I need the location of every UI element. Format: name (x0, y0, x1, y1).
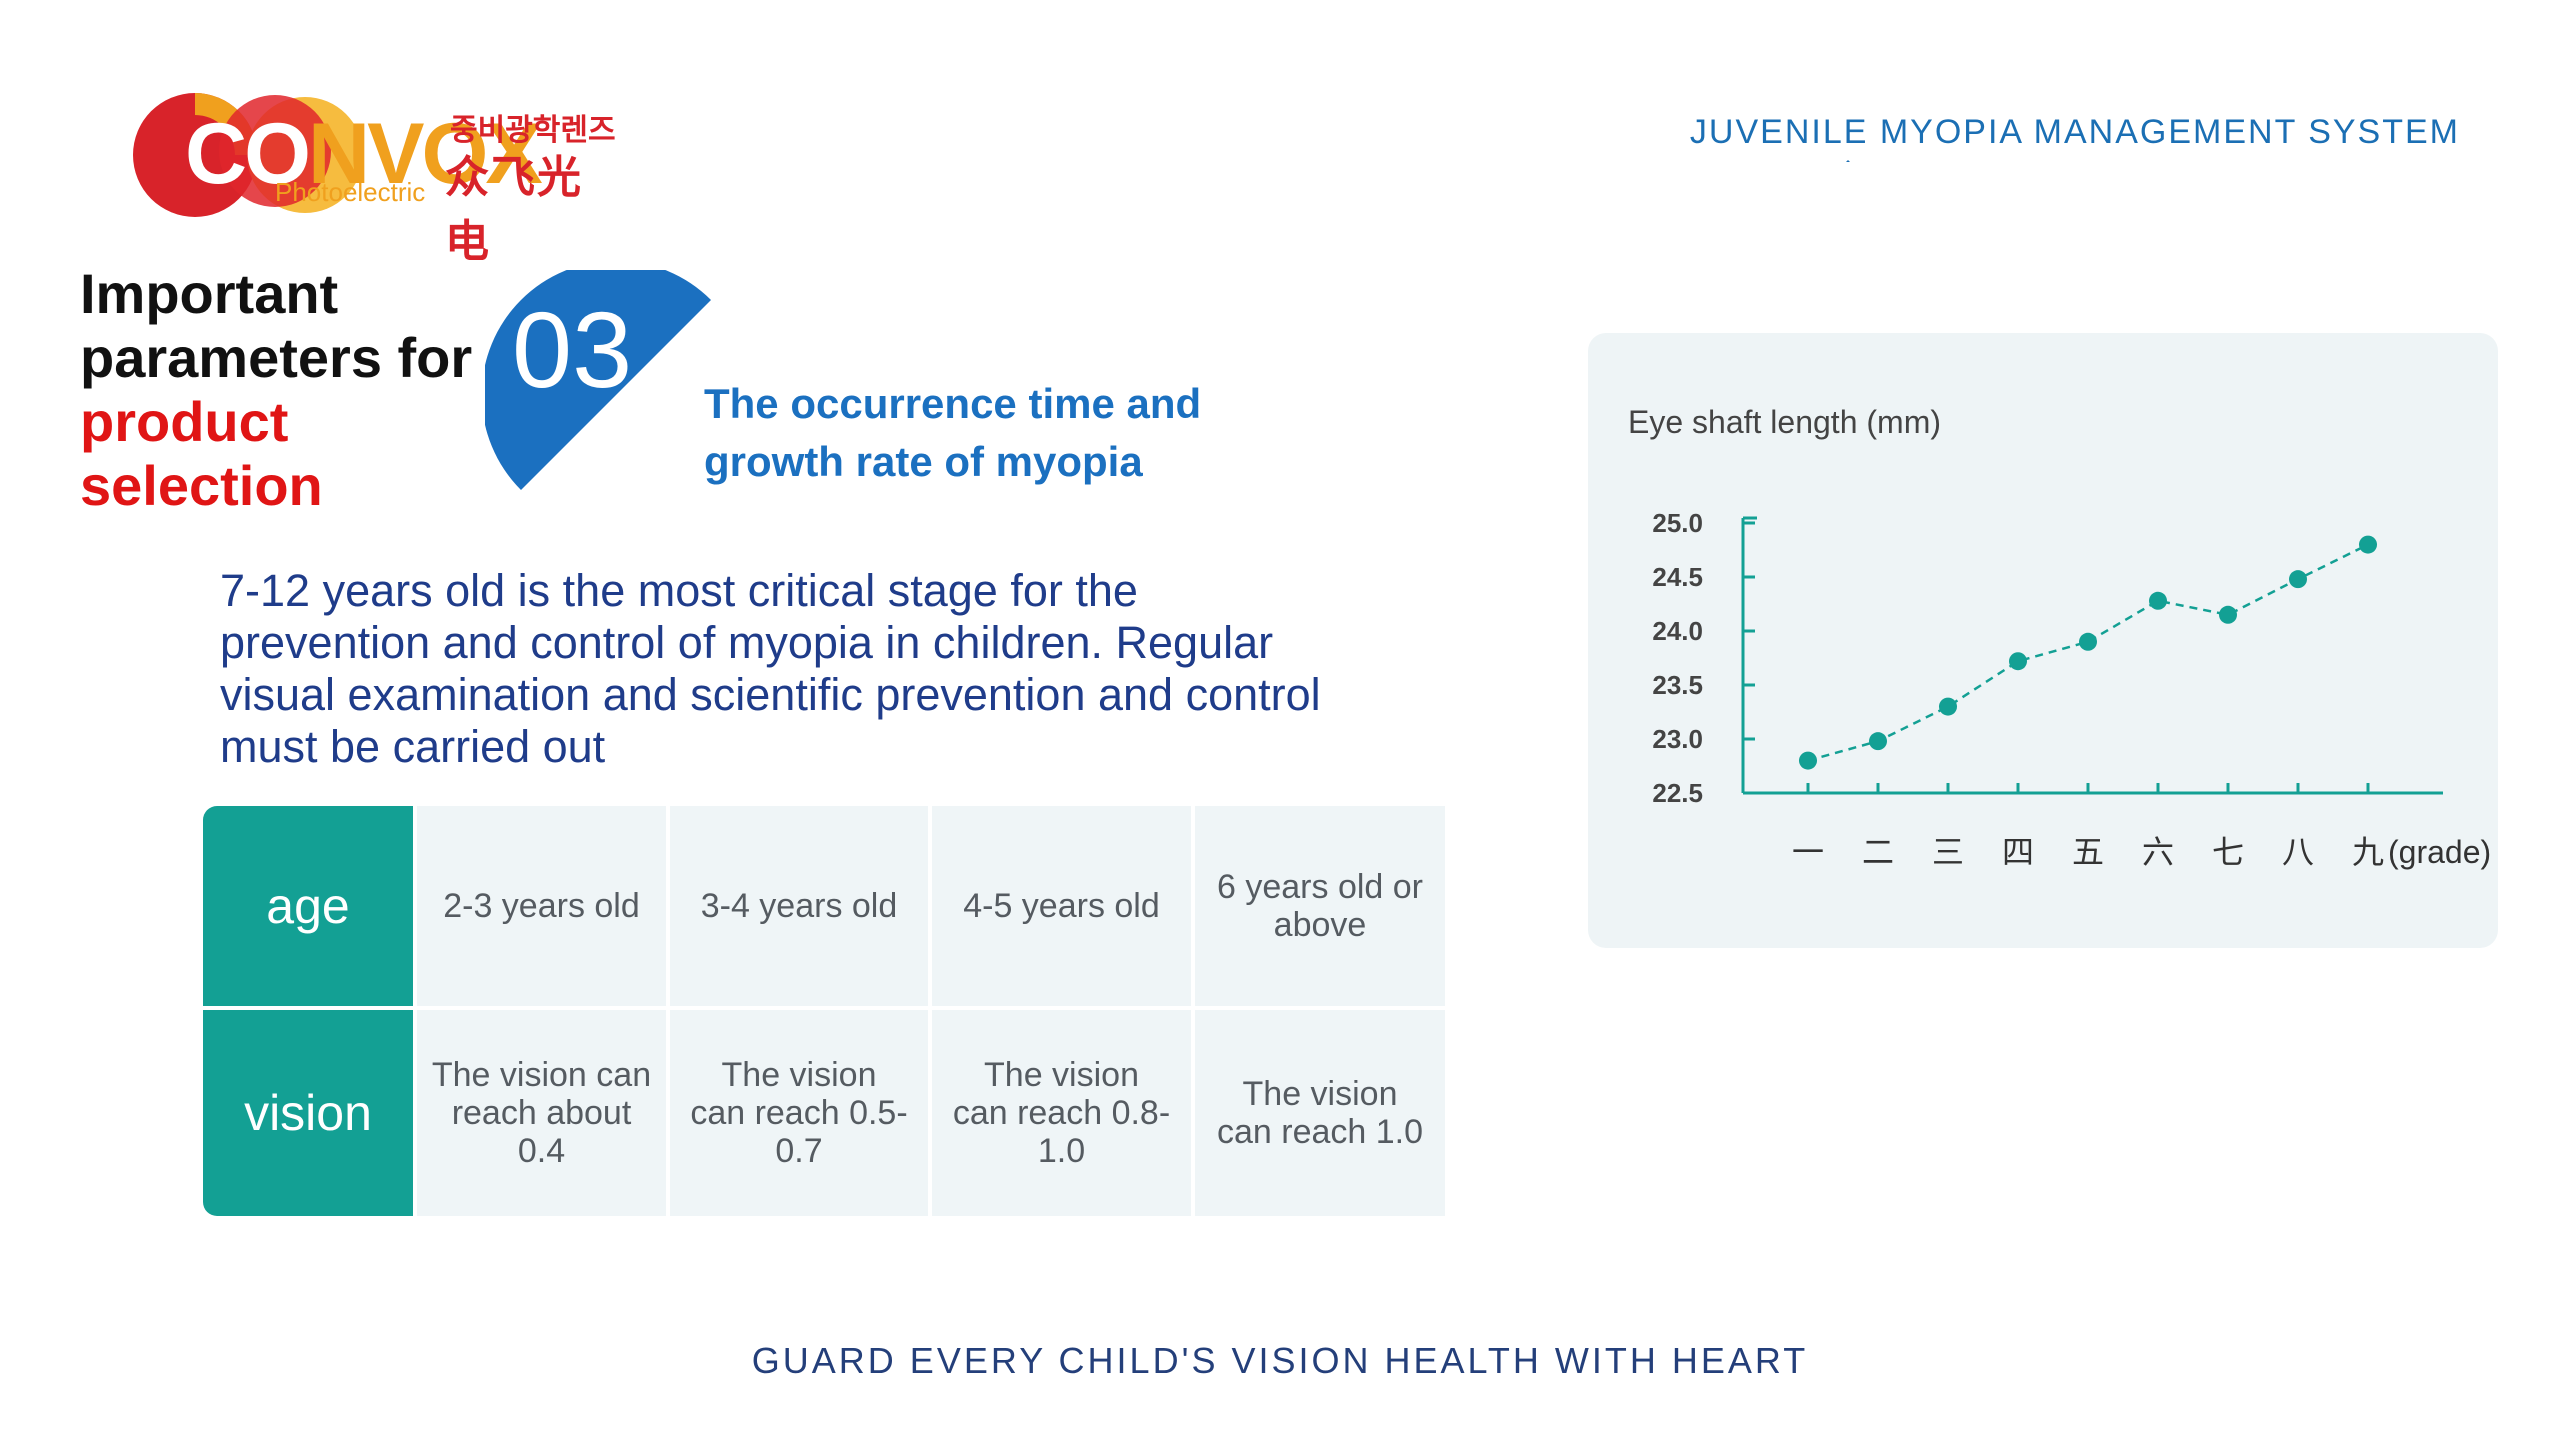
table-cell: 6 years old or above (1191, 806, 1445, 1006)
logo-emblem (133, 93, 363, 217)
x-tick-label: 二 (1862, 833, 1894, 871)
y-tick-label: 24.5 (1652, 562, 1703, 592)
table-cell: The vision can reach about 0.4 (413, 1006, 666, 1216)
data-point (2079, 632, 2097, 651)
x-axis-label: (grade) (2388, 834, 2491, 870)
body-paragraph: 7-12 years old is the most critical stag… (220, 565, 1321, 772)
section-subtitle: The occurrence time and growth rate of m… (704, 380, 1202, 485)
x-tick-label: 三 (1932, 833, 1964, 871)
heading-line-2: parameters for (80, 326, 473, 389)
x-tick-label: 八 (2282, 833, 2314, 871)
table-cell: 3-4 years old (666, 806, 928, 1006)
section-number-badge (485, 270, 711, 490)
x-tick-label: 六 (2142, 833, 2174, 871)
header-title: JUVENILE MYOPIA MANAGEMENT SYSTEM (1689, 113, 2460, 151)
data-point (2219, 605, 2237, 624)
data-point (2009, 652, 2027, 671)
y-tick-label: 23.0 (1652, 724, 1703, 754)
logo-wordmark: CONVOX (185, 106, 543, 202)
data-point (1869, 732, 1887, 751)
x-tick-label: 五 (2072, 833, 2104, 871)
series-line (1807, 543, 2369, 762)
y-tick-label: 22.5 (1652, 778, 1703, 808)
logo-korean: 중비광학렌즈 (450, 114, 616, 147)
row-header-vision: vision (203, 1006, 413, 1216)
y-tick-label: 25.0 (1652, 508, 1703, 538)
x-tick-label: 一 (1792, 833, 1824, 871)
table-cell: The vision can reach 0.5-0.7 (666, 1006, 928, 1216)
y-tick-label: 23.5 (1652, 670, 1703, 700)
x-tick-label: 九 (2352, 833, 2384, 871)
footer-slogan: GUARD EVERY CHILD'S VISION HEALTH WITH H… (751, 1340, 1809, 1381)
table-cell: 4-5 years old (928, 806, 1191, 1006)
logo-subtitle: Photoelectric (275, 177, 426, 207)
x-tick-label: 七 (2212, 833, 2244, 871)
heading-line-3: product (80, 390, 289, 453)
eye-length-chart-card: Eye shaft length (mm) 25.0 24.5 24.0 23.5 23.… (1588, 333, 2498, 948)
eye-length-chart: Eye shaft length (mm) 25.0 24.5 24.0 23.5 23.… (1628, 404, 2491, 871)
data-point (2359, 535, 2377, 554)
data-point (2149, 591, 2167, 610)
table-cell: The vision can reach 1.0 (1191, 1006, 1445, 1216)
table-cell: 2-3 years old (413, 806, 666, 1006)
row-header-age: age (203, 806, 413, 1006)
section-number: 03 (512, 289, 633, 410)
logo-chinese: 众飞光电 (445, 153, 583, 266)
data-point (1799, 751, 1817, 770)
table-cell: The vision can reach 0.8-1.0 (928, 1006, 1191, 1216)
y-axis-label: Eye shaft length (mm) (1628, 404, 1941, 440)
x-tick-label: 四 (2002, 833, 2034, 871)
heading-line-4: selection (80, 454, 323, 517)
header-divider (1846, 160, 1850, 162)
heading-line-1: Important (80, 262, 339, 325)
y-tick-label: 24.0 (1652, 616, 1703, 646)
age-vision-table: age 2-3 years old 3-4 years old 4-5 year… (203, 806, 1445, 1216)
page-heading: Important parameters for product selecti… (80, 262, 500, 518)
data-point (2289, 570, 2307, 589)
company-logo: CONVOX Photoelectric 중비광학렌즈 众飞光电 (125, 85, 625, 266)
data-point (1939, 697, 1957, 716)
